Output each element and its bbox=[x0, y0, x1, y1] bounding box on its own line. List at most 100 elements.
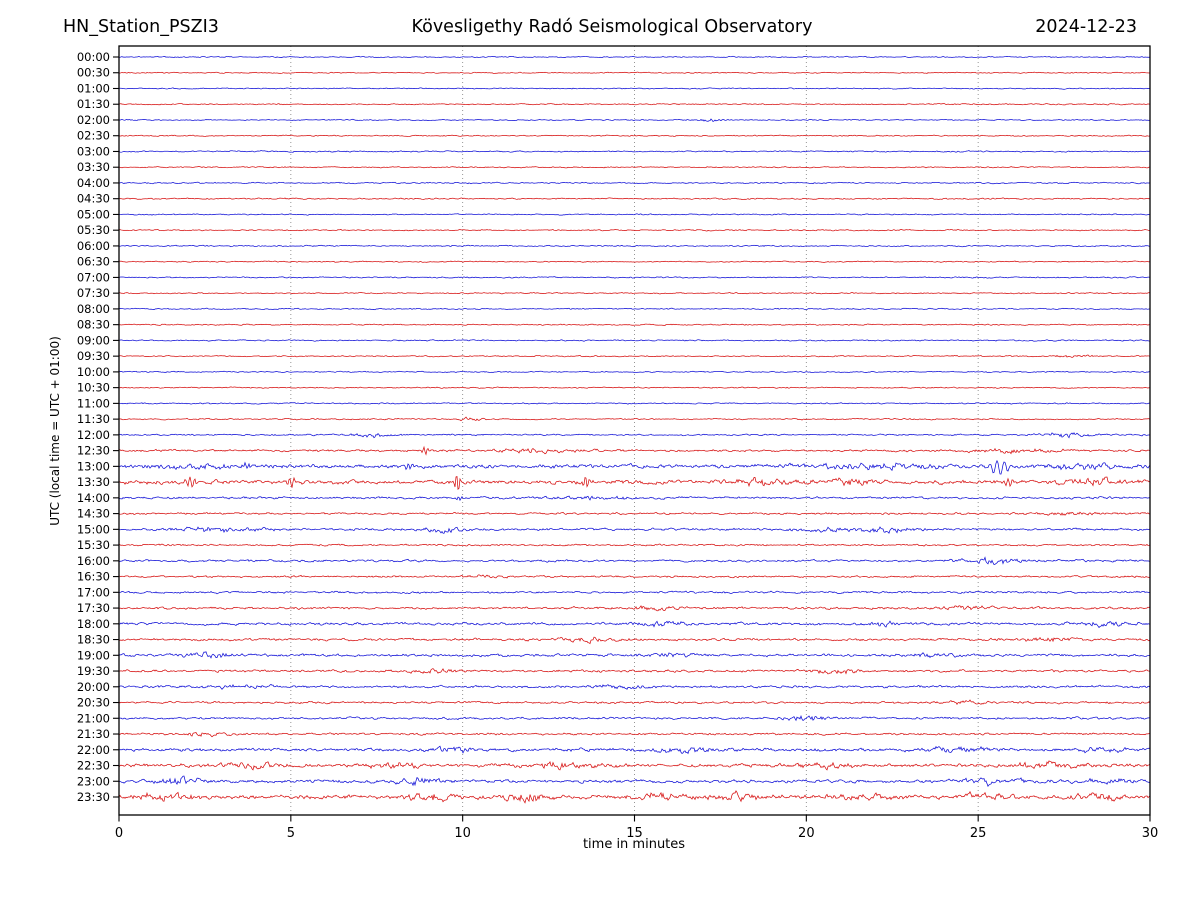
seismogram-trace-1430 bbox=[118, 511, 1151, 516]
seismogram-trace-2100 bbox=[118, 714, 1151, 722]
y-tick-label: 18:30 bbox=[77, 633, 110, 647]
y-tick-label: 08:30 bbox=[77, 318, 110, 332]
seismogram-trace-1930 bbox=[118, 668, 1151, 675]
seismogram-trace-1700 bbox=[118, 590, 1151, 595]
y-tick-label: 12:30 bbox=[77, 444, 110, 458]
y-tick-label: 21:30 bbox=[77, 727, 110, 741]
y-tick-label: 21:00 bbox=[77, 711, 110, 725]
y-tick-label: 06:30 bbox=[77, 255, 110, 269]
station-title: HN_Station_PSZI3 bbox=[63, 17, 219, 37]
y-tick-label: 16:30 bbox=[77, 570, 110, 584]
y-tick-label: 15:30 bbox=[77, 538, 110, 552]
x-tick-label: 15 bbox=[626, 826, 643, 841]
seismogram-trace-2230 bbox=[118, 760, 1151, 771]
y-tick-label: 02:00 bbox=[77, 113, 110, 127]
y-tick-label: 04:30 bbox=[77, 192, 110, 206]
y-tick-label: 14:30 bbox=[77, 507, 110, 521]
y-tick-label: 07:00 bbox=[77, 270, 110, 284]
seismogram-trace-2000 bbox=[118, 683, 1151, 690]
seismogram-trace-2130 bbox=[118, 731, 1151, 738]
seismogram-trace-0200 bbox=[118, 118, 1151, 123]
seismogram-trace-0300 bbox=[118, 150, 1151, 153]
seismogram-trace-0830 bbox=[118, 323, 1151, 326]
y-tick-label: 06:00 bbox=[77, 239, 110, 253]
x-tick-label: 25 bbox=[970, 826, 987, 841]
y-tick-label: 11:00 bbox=[77, 396, 110, 410]
y-tick-label: 07:30 bbox=[77, 286, 110, 300]
seismogram-trace-1000 bbox=[118, 370, 1151, 373]
seismogram-trace-1630 bbox=[118, 574, 1151, 579]
seismogram-trace-2200 bbox=[118, 745, 1151, 755]
y-tick-label: 14:00 bbox=[77, 491, 110, 505]
seismogram-trace-0030 bbox=[118, 71, 1151, 74]
seismogram-trace-1900 bbox=[118, 651, 1151, 659]
y-tick-label: 11:30 bbox=[77, 412, 110, 426]
y-tick-label: 00:00 bbox=[77, 50, 110, 64]
y-tick-label: 23:00 bbox=[77, 774, 110, 788]
seismogram-trace-1400 bbox=[118, 495, 1151, 502]
y-tick-label: 12:00 bbox=[77, 428, 110, 442]
y-tick-label: 15:00 bbox=[77, 522, 110, 536]
y-tick-label: 09:00 bbox=[77, 333, 110, 347]
y-tick-label: 10:30 bbox=[77, 381, 110, 395]
seismogram-trace-1830 bbox=[118, 636, 1151, 645]
seismogram-trace-0730 bbox=[118, 292, 1151, 295]
seismogram-trace-1530 bbox=[118, 543, 1151, 547]
y-axis-label: UTC (local time = UTC + 01:00) bbox=[48, 336, 62, 526]
seismogram-trace-0900 bbox=[118, 339, 1151, 342]
y-tick-label: 19:30 bbox=[77, 664, 110, 678]
y-tick-label: 16:00 bbox=[77, 554, 110, 568]
x-tick-label: 10 bbox=[454, 826, 471, 841]
y-tick-label: 23:30 bbox=[77, 790, 110, 804]
seismogram-trace-1300 bbox=[118, 459, 1151, 475]
y-tick-label: 02:30 bbox=[77, 129, 110, 143]
date-title: 2024-12-23 bbox=[1035, 17, 1137, 37]
y-tick-label: 22:00 bbox=[77, 743, 110, 757]
y-tick-label: 22:30 bbox=[77, 759, 110, 773]
seismogram-trace-1800 bbox=[118, 620, 1151, 629]
y-tick-label: 00:30 bbox=[77, 66, 110, 80]
y-tick-label: 20:00 bbox=[77, 680, 110, 694]
x-tick-label: 20 bbox=[798, 826, 815, 841]
y-tick-label: 03:00 bbox=[77, 144, 110, 158]
seismogram-trace-1500 bbox=[118, 526, 1151, 534]
x-tick-label: 5 bbox=[287, 826, 295, 841]
seismogram-trace-0800 bbox=[118, 307, 1151, 311]
seismogram-trace-1600 bbox=[118, 556, 1151, 565]
seismogram-trace-0930 bbox=[118, 354, 1151, 358]
y-tick-label: 01:00 bbox=[77, 81, 110, 95]
y-tick-label: 20:30 bbox=[77, 696, 110, 710]
seismogram-trace-1100 bbox=[118, 402, 1151, 405]
y-tick-label: 10:00 bbox=[77, 365, 110, 379]
seismogram-trace-0330 bbox=[118, 166, 1150, 169]
seismogram-trace-0600 bbox=[118, 244, 1151, 248]
y-tick-label: 13:30 bbox=[77, 475, 110, 489]
seismogram-trace-1730 bbox=[118, 605, 1151, 612]
observatory-title: Kövesligethy Radó Seismological Observat… bbox=[411, 17, 813, 37]
seismogram-trace-0500 bbox=[118, 213, 1151, 216]
seismogram-trace-1030 bbox=[118, 386, 1151, 389]
seismogram-trace-2300 bbox=[118, 775, 1151, 788]
y-tick-label: 17:30 bbox=[77, 601, 110, 615]
y-tick-label: 17:00 bbox=[77, 585, 110, 599]
seismogram-trace-1230 bbox=[118, 445, 1151, 456]
seismogram-trace-0700 bbox=[118, 276, 1151, 279]
seismogram-trace-0130 bbox=[118, 102, 1151, 106]
seismogram-trace-0400 bbox=[118, 181, 1151, 185]
seismogram-trace-0630 bbox=[118, 260, 1151, 263]
seismogram-trace-0430 bbox=[118, 197, 1151, 200]
seismogram-trace-0530 bbox=[118, 229, 1151, 232]
x-tick-label: 0 bbox=[115, 826, 123, 841]
x-tick-label: 30 bbox=[1142, 826, 1159, 841]
seismogram-trace-0000 bbox=[118, 55, 1151, 59]
y-tick-label: 01:30 bbox=[77, 97, 110, 111]
y-tick-label: 19:00 bbox=[77, 648, 110, 662]
y-tick-label: 18:00 bbox=[77, 617, 110, 631]
seismogram-trace-2030 bbox=[118, 699, 1151, 705]
y-tick-label: 13:00 bbox=[77, 459, 110, 473]
y-tick-label: 09:30 bbox=[77, 349, 110, 363]
y-tick-label: 05:30 bbox=[77, 223, 110, 237]
x-axis-label: time in minutes bbox=[582, 837, 686, 852]
y-tick-label: 03:30 bbox=[77, 160, 110, 174]
